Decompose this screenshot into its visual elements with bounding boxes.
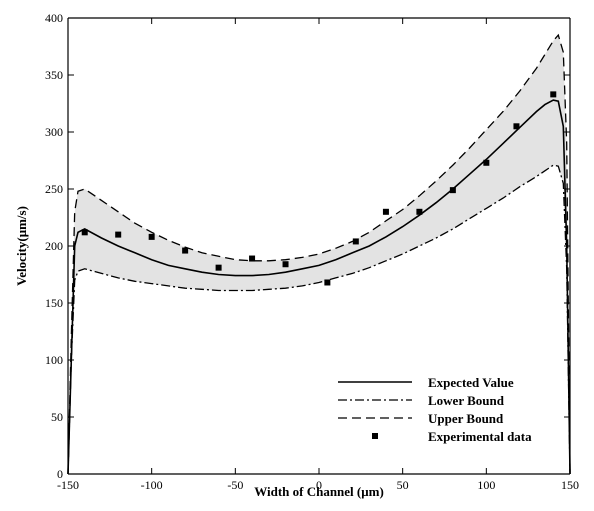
data-point bbox=[81, 229, 88, 236]
x-tick-label: -100 bbox=[141, 478, 163, 492]
data-point bbox=[449, 187, 456, 194]
x-tick-label: 50 bbox=[397, 478, 409, 492]
data-point bbox=[182, 247, 189, 254]
x-tick-label: -150 bbox=[57, 478, 79, 492]
x-tick-label: 100 bbox=[477, 478, 495, 492]
y-tick-label: 50 bbox=[51, 410, 63, 424]
legend-marker-experimental-data bbox=[372, 433, 378, 439]
legend-label-experimental-data: Experimental data bbox=[428, 429, 532, 444]
data-point bbox=[282, 261, 289, 268]
data-point bbox=[148, 233, 155, 240]
legend: Expected Value Lower Bound Upper Bound Expe… bbox=[338, 375, 532, 444]
data-point bbox=[115, 231, 122, 238]
legend-label-lower-bound: Lower Bound bbox=[428, 393, 505, 408]
x-tick-label: 0 bbox=[316, 478, 322, 492]
plot-area bbox=[67, 33, 571, 475]
data-point bbox=[550, 91, 557, 98]
data-point bbox=[352, 238, 359, 245]
y-tick-label: 0 bbox=[57, 467, 63, 481]
x-tick-label: 150 bbox=[561, 478, 579, 492]
data-point bbox=[215, 264, 222, 271]
data-point bbox=[382, 208, 389, 215]
data-point bbox=[416, 208, 423, 215]
upper-bound-line bbox=[67, 33, 571, 475]
data-point bbox=[324, 279, 331, 286]
y-tick-label: 350 bbox=[45, 68, 63, 82]
lower-bound-line bbox=[67, 164, 571, 475]
legend-label-expected-value: Expected Value bbox=[428, 375, 514, 390]
expected-value-line bbox=[67, 99, 571, 475]
legend-label-upper-bound: Upper Bound bbox=[428, 411, 504, 426]
data-point bbox=[513, 123, 520, 130]
y-tick-label: 200 bbox=[45, 239, 63, 253]
x-tick-label: -50 bbox=[227, 478, 243, 492]
y-tick-label: 150 bbox=[45, 296, 63, 310]
data-point bbox=[483, 159, 490, 166]
x-axis-title: Width of Channel (μm) bbox=[254, 484, 384, 499]
y-axis-title: Velocity(μm/s) bbox=[14, 206, 29, 286]
y-tick-label: 100 bbox=[45, 353, 63, 367]
uncertainty-band bbox=[68, 35, 570, 474]
ticks: -150 -100 -50 0 50 100 150 0 50 100 150 200 250 300 35… bbox=[45, 11, 579, 492]
data-point bbox=[249, 255, 256, 262]
y-tick-label: 250 bbox=[45, 182, 63, 196]
y-tick-label: 300 bbox=[45, 125, 63, 139]
y-tick-label: 400 bbox=[45, 11, 63, 25]
